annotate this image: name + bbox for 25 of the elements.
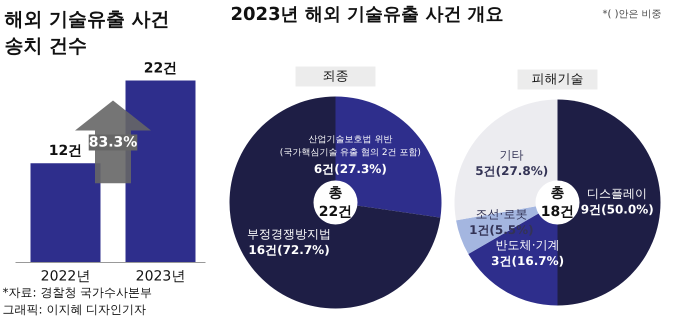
slice-label: 디스플레이: [587, 186, 648, 200]
data-label: 16건(72.7%): [248, 242, 330, 257]
data-label: 3건(16.7%): [491, 254, 564, 268]
slice-label: 기타: [500, 148, 524, 162]
slice-label: 산업기술보호법 위반 (국가핵심기술 유출 혐의 2건 포함): [280, 135, 421, 158]
chart-title: 2023년 해외 기술유출 사건 개요: [230, 4, 504, 25]
data-label: 6건(27.3%): [314, 162, 387, 176]
slice-label: 반도체·기계: [496, 238, 560, 252]
text: *자료: 경찰청 국가수사본부: [2, 286, 152, 300]
data-label: 9건(50.0%): [580, 202, 654, 216]
data-label: 5건(27.8%): [475, 164, 548, 178]
text: 그래픽: 이지혜 디자인기자: [2, 302, 146, 316]
text: *( )안은 비중: [602, 9, 662, 20]
text: 총 22건: [318, 184, 352, 220]
x-tick-label: 2022년: [40, 268, 90, 284]
data-label: 12건: [48, 143, 82, 160]
slice-label: 조선·로봇: [475, 206, 528, 221]
text: 총 18건: [540, 184, 574, 220]
x-tick-label: 2023년: [136, 268, 186, 284]
chart-subtitle: 죄종: [322, 69, 348, 84]
slice-label: 부정경쟁방지법: [247, 226, 332, 241]
chart-subtitle: 피해기술: [532, 72, 584, 87]
annotation: 83.3%: [88, 134, 138, 150]
data-label: 22건: [144, 60, 178, 76]
chart-title: 해외 기술유출 사건 송치 건수: [4, 8, 170, 57]
